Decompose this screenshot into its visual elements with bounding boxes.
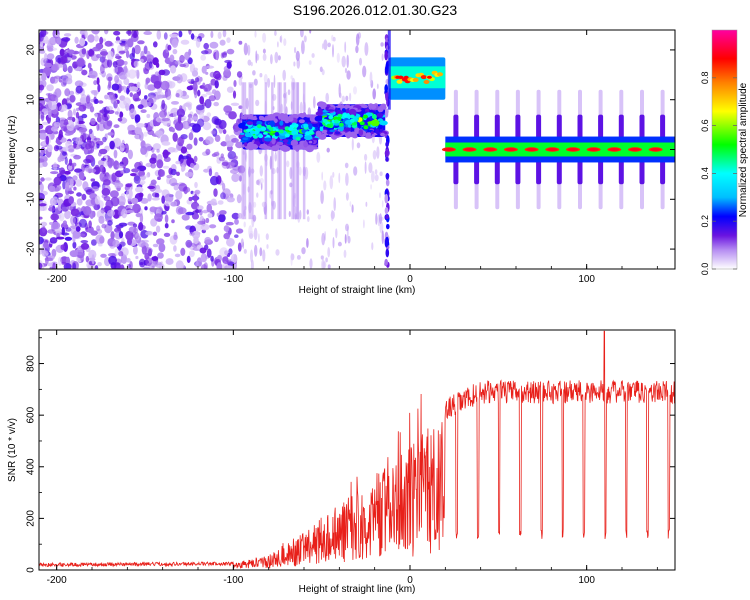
snr-y-tick-label: 200 xyxy=(26,510,37,527)
snr-x-tick-label: 100 xyxy=(578,575,595,586)
colorbar-tick-label: 0.6 xyxy=(700,119,710,132)
spectrogram-y-tick-label: -10 xyxy=(26,192,37,207)
snr-y-tick-label: 600 xyxy=(26,406,37,423)
snr-y-tick-label: 0 xyxy=(26,567,37,573)
spectrogram-x-tick-label: -200 xyxy=(47,274,67,285)
colorbar-tick-label: 0.8 xyxy=(700,72,710,85)
spectrogram-y-axis: -20 -10 0 10 20 xyxy=(26,44,675,256)
spectrogram-x-axis: -200 -100 0 100 xyxy=(47,30,658,285)
spectrogram-y-tick-label: -20 xyxy=(26,241,37,256)
snr-y-tick-label: 400 xyxy=(26,458,37,475)
spectrogram-y-tick-label: 10 xyxy=(26,94,37,106)
spectrogram-x-tick-label: -100 xyxy=(223,274,243,285)
spectrogram-y-tick-label: 0 xyxy=(26,146,37,152)
snr-x-tick-label: -100 xyxy=(223,575,243,586)
snr-x-tick-label: 0 xyxy=(407,575,413,586)
snr-x-axis: -200 -100 0 100 xyxy=(47,330,658,586)
spectrogram-x-label: Height of straight line (km) xyxy=(299,285,416,296)
snr-y-label: SNR (10 * v/v) xyxy=(7,418,18,482)
snr-panel: -200 -100 0 100 0 200 400 600 800 Height of str… xyxy=(7,329,676,595)
colorbar-tick-label: 0.0 xyxy=(700,263,710,276)
snr-series-line xyxy=(39,330,675,569)
colorbar-tick-label: 0.2 xyxy=(700,215,710,228)
snr-frame xyxy=(38,329,676,571)
colorbar-gradient xyxy=(712,30,737,269)
spectrogram-y-label: Frequency (Hz) xyxy=(7,116,18,185)
spectrogram-x-tick-label: 0 xyxy=(407,274,413,285)
snr-y-tick-label: 800 xyxy=(26,355,37,372)
spectrogram-y-tick-label: 20 xyxy=(26,44,37,56)
snr-x-label: Height of straight line (km) xyxy=(299,584,416,595)
spectrogram-x-tick-label: 100 xyxy=(578,274,595,285)
colorbar: 0.0 0.2 0.4 0.6 0.8 Normalized spectral ampl… xyxy=(700,29,749,276)
colorbar-label: Normalized spectral amplitude xyxy=(738,82,749,217)
spectrogram-heatmap xyxy=(39,30,675,269)
snr-x-tick-label: -200 xyxy=(47,575,67,586)
figure-title: S196.2026.012.01.30.G23 xyxy=(292,2,458,18)
snr-y-axis: 0 200 400 600 800 xyxy=(26,337,675,573)
colorbar-tick-label: 0.4 xyxy=(700,167,710,180)
colorbar-axis: 0.0 0.2 0.4 0.6 0.8 xyxy=(700,72,737,276)
